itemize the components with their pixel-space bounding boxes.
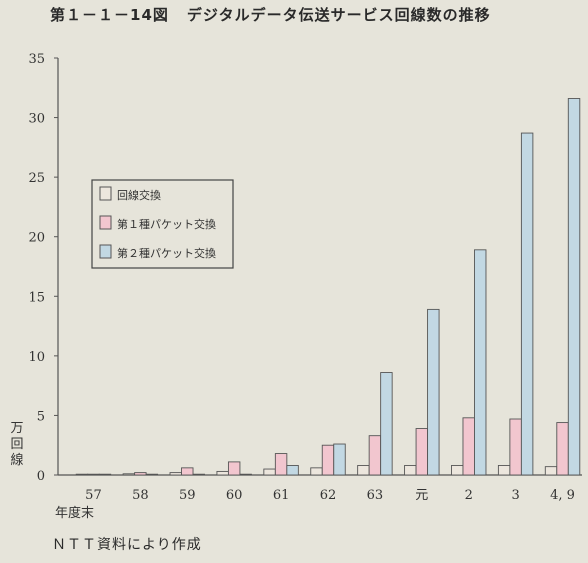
bar-1 — [310, 467, 323, 476]
bar-2 — [227, 461, 241, 476]
bar-3 — [474, 249, 487, 476]
x-tick-label: 59 — [179, 488, 196, 503]
bar-1 — [75, 473, 89, 476]
chart-bars — [75, 98, 581, 476]
bar-2 — [462, 417, 475, 476]
y-tick-label: 20 — [28, 231, 45, 246]
bar-3 — [286, 465, 299, 476]
legend-label: 第２種パケット交換 — [117, 246, 216, 260]
bar-1 — [404, 465, 417, 476]
bar-3 — [239, 473, 252, 476]
legend-swatch — [99, 215, 112, 230]
y-tick-label: 15 — [28, 290, 45, 305]
y-tick-label: 30 — [28, 112, 45, 127]
bar-1 — [497, 465, 511, 476]
legend-swatch — [99, 244, 112, 259]
bar-2 — [87, 473, 100, 476]
source-note: ＮＴＴ資料により作成 — [52, 537, 202, 553]
bar-3 — [145, 473, 159, 476]
y-axis-label-char: 回 — [10, 437, 23, 452]
bar-2 — [134, 472, 147, 476]
bar-2 — [556, 422, 569, 476]
chart-title: 第１－１－14図 デジタルデータ伝送サービス回線数の推移 — [50, 4, 491, 25]
bar-3 — [380, 372, 393, 476]
bar-2 — [321, 444, 335, 476]
bar-1 — [263, 468, 276, 476]
bar-3 — [520, 132, 534, 476]
x-tick-label: 2 — [465, 488, 473, 503]
y-tick-label: 25 — [28, 171, 45, 186]
bar-1 — [216, 470, 229, 476]
bar-2 — [368, 435, 382, 476]
bar-3 — [567, 98, 581, 476]
bar-2 — [274, 453, 288, 476]
x-tick-label: 元 — [415, 488, 428, 503]
bar-3 — [192, 473, 205, 476]
y-tick-label: 10 — [28, 350, 45, 365]
y-axis-label-char: 万 — [10, 421, 23, 436]
y-tick-label: 35 — [28, 52, 45, 67]
y-tick-label: 5 — [37, 409, 45, 424]
y-axis-label-char: 線 — [10, 452, 23, 468]
legend-label: 回線交換 — [117, 188, 161, 202]
bar-1 — [357, 465, 370, 476]
bar-3 — [98, 473, 112, 476]
bar-2 — [181, 467, 194, 476]
x-tick-label: 4, 9 — [550, 488, 575, 503]
x-tick-label: 63 — [367, 488, 384, 503]
x-tick-label: 58 — [132, 488, 149, 503]
x-tick-label: 3 — [511, 488, 519, 503]
bar-3 — [333, 443, 346, 476]
x-axis-label: 年度末 — [55, 505, 94, 521]
legend-label: 第１種パケット交換 — [117, 217, 216, 231]
bar-2 — [509, 418, 522, 476]
legend-swatch — [99, 186, 112, 201]
bar-1 — [451, 465, 464, 476]
bar-1 — [544, 466, 558, 476]
x-tick-label: 57 — [85, 488, 102, 503]
chart-axes: 0 5 10 15 20 25 30 35 万回線 57 58 59 60 61 62 63 元 2 3 4, 9 年度… — [10, 52, 582, 521]
figure-title: デジタルデータ伝送サービス回線数の推移 — [186, 6, 491, 24]
bar-1 — [169, 472, 182, 476]
y-tick-label: 0 — [37, 469, 45, 484]
figure-number: 第１－１－14図 — [50, 6, 169, 24]
x-tick-label: 62 — [320, 488, 337, 503]
x-tick-label: 61 — [273, 488, 290, 503]
bar-1 — [122, 473, 136, 476]
bar-2 — [415, 428, 429, 476]
legend-box — [91, 179, 234, 269]
x-tick-label: 60 — [226, 488, 243, 503]
bar-3 — [427, 308, 440, 476]
